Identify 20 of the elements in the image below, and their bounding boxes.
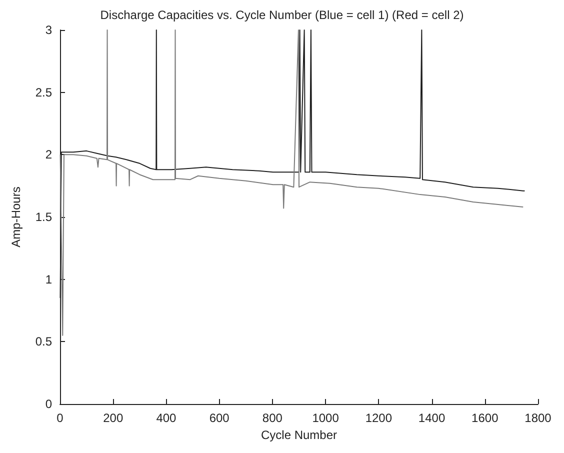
x-tick-label: 1200 [365, 411, 392, 425]
y-tick-label: 1.5 [35, 210, 52, 224]
x-axis-title: Cycle Number [260, 428, 338, 442]
x-tick-label: 1000 [312, 411, 340, 425]
x-tick-label: 0 [56, 411, 64, 425]
x-tick-label: 600 [209, 411, 230, 425]
chart-title: Discharge Capacities vs. Cycle Number (Blue = cell 1) (Red = cell 2) [100, 8, 464, 22]
y-tick-label: 0 [45, 397, 52, 411]
y-tick-label: 1 [45, 272, 52, 286]
x-tick-label: 400 [156, 411, 177, 425]
y-axis-title: Amp-Hours [9, 186, 23, 248]
y-tick-label: 3 [45, 23, 52, 37]
x-tick-label: 800 [262, 411, 283, 425]
x-tick-label: 1400 [418, 411, 446, 425]
x-tick-label: 1800 [524, 411, 552, 425]
y-tick-label: 2.5 [35, 85, 52, 100]
y-tick-label: 0.5 [35, 334, 52, 349]
x-tick-label: 200 [103, 411, 124, 425]
x-tick-label: 1600 [472, 411, 499, 425]
y-tick-label: 2 [45, 148, 52, 162]
